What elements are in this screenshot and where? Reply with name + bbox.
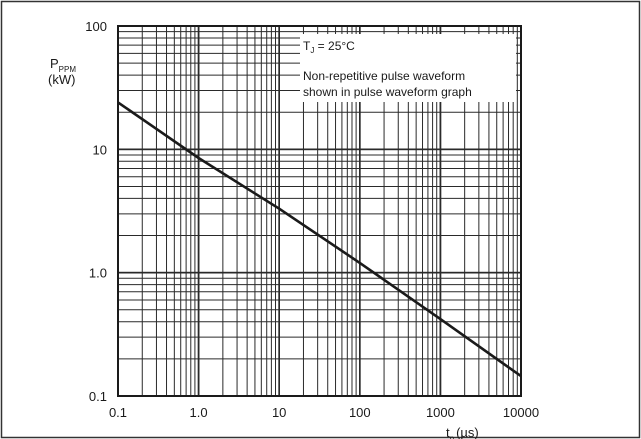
annotation-line-1: Non-repetitive pulse waveform [303,69,465,83]
x-tick-label: 1.0 [190,405,208,420]
annotation-line-2: shown in pulse waveform graph [303,85,472,99]
svg-text:PPPM: PPPM [50,56,76,74]
x-axis-label: tp (µs) [446,425,479,439]
series-line-1 [117,101,522,378]
annotation-box: TJ = 25°C Non-repetitive pulse waveform … [300,34,516,102]
y-tick-labels: 0.1 1.0 10 100 [85,19,107,404]
x-tick-label: 100 [349,405,371,420]
y-tick-label: 10 [93,142,107,157]
x-tick-label: 1000 [426,405,455,420]
y-tick-label: 100 [85,19,107,34]
y-tick-label: 1.0 [89,266,107,281]
x-tick-label: 10000 [503,405,539,420]
x-tick-label: 10 [272,405,286,420]
x-tick-label: 0.1 [109,405,127,420]
plot-area-border [117,25,522,397]
y-axis-label: PPPM (kW) [48,56,76,87]
temperature-label: TJ = 25°C [303,39,355,55]
x-tick-labels: 0.1 1.0 10 100 1000 10000 [109,405,539,420]
y-tick-label: 0.1 [89,389,107,404]
svg-text:(kW): (kW) [48,72,75,87]
data-series [117,101,522,378]
